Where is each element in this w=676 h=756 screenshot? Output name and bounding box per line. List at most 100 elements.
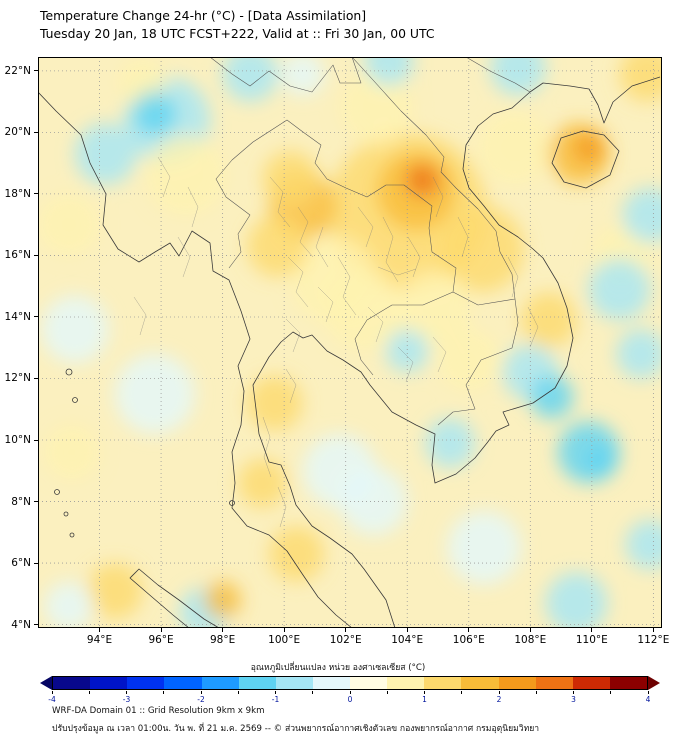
lon-tick-label: 106°E xyxy=(452,634,485,646)
lat-tick-label: 12°N xyxy=(4,372,31,385)
colorbar-tick xyxy=(498,691,500,694)
lon-tick-label: 104°E xyxy=(391,634,424,646)
colorbar-segment xyxy=(312,677,350,689)
colorbar-segment xyxy=(90,677,128,689)
lon-tick xyxy=(591,628,593,632)
lon-tick-label: 110°E xyxy=(575,634,608,646)
colorbar-title: อุณหภูมิเปลี่ยนแปลง หน่วย องศาเซลเซียส (… xyxy=(250,663,426,673)
colorbar-tick xyxy=(386,691,388,694)
lat-tick xyxy=(34,70,38,72)
coastline xyxy=(38,76,661,628)
lat-tick-label: 22°N xyxy=(4,64,31,77)
anomaly-blob xyxy=(222,57,278,102)
anomaly-blob xyxy=(204,581,242,619)
colorbar-tick-label: -3 xyxy=(122,695,131,704)
colorbar-tick xyxy=(126,691,127,694)
anomaly-blob xyxy=(545,572,608,628)
coastline-east xyxy=(252,76,661,628)
colorbar-tick-label: 3 xyxy=(571,695,576,704)
colorbar-segment xyxy=(350,677,388,689)
colorbar-right-arrow xyxy=(648,676,660,690)
colorbar-tick xyxy=(424,691,425,694)
country-borders xyxy=(209,57,531,426)
anomaly-blob xyxy=(238,458,288,508)
lat-tick xyxy=(34,439,38,441)
colorbar-gradient xyxy=(52,676,648,690)
temperature-anomaly-field xyxy=(38,57,662,628)
lon-tick-label: 100°E xyxy=(268,634,301,646)
colorbar-tick-label: 1 xyxy=(422,695,427,704)
lat-tick xyxy=(34,193,38,195)
lat-tick xyxy=(34,562,38,564)
lon-tick-label: 108°E xyxy=(514,634,547,646)
colorbar-tick-label: 0 xyxy=(347,695,353,704)
colorbar-tick xyxy=(88,691,90,694)
colorbar-tick xyxy=(573,691,574,694)
lat-tick-label: 18°N xyxy=(4,187,31,200)
province-boundaries xyxy=(133,156,539,528)
anomaly-blob xyxy=(385,329,429,373)
colorbar-tick-label: -4 xyxy=(48,695,56,704)
lat-tick-label: 6°N xyxy=(11,557,31,570)
lat-tick-label: 16°N xyxy=(4,249,31,262)
anomaly-blob xyxy=(585,446,617,477)
colorbar-segment xyxy=(164,677,202,689)
lon-tick xyxy=(468,628,470,632)
hainan-island xyxy=(551,130,620,189)
sumatra-island xyxy=(129,568,220,628)
colorbar-segment xyxy=(609,677,647,689)
colorbar-tick xyxy=(535,691,537,694)
anomaly-blob xyxy=(588,258,651,321)
anomaly-blob xyxy=(573,132,605,164)
anomaly-blob xyxy=(114,353,195,434)
lat-tick-label: 8°N xyxy=(11,495,31,508)
anomaly-blob xyxy=(74,123,137,185)
lon-tick xyxy=(345,628,347,632)
colorbar-segment xyxy=(535,677,573,689)
anomaly-blob xyxy=(41,295,109,364)
small-islands xyxy=(54,368,235,538)
colorbar-segment xyxy=(275,677,313,689)
lon-tick xyxy=(283,628,285,632)
colorbar-tick xyxy=(200,691,202,694)
anomaly-blob xyxy=(44,581,94,628)
chart-title: Temperature Change 24-hr (°C) - [Data As… xyxy=(40,8,367,23)
anomaly-blob xyxy=(490,57,546,96)
colorbar-tick xyxy=(647,691,649,694)
title-block: Temperature Change 24-hr (°C) - [Data As… xyxy=(40,7,434,43)
colorbar-tick xyxy=(163,691,165,694)
lat-tick-label: 14°N xyxy=(4,310,31,323)
anomaly-blob xyxy=(247,215,309,277)
lat-tick xyxy=(34,254,38,256)
anomaly-blob xyxy=(616,329,662,379)
lon-tick-label: 94°E xyxy=(86,634,113,646)
colorbar-left-arrow xyxy=(40,676,52,690)
anomaly-blob xyxy=(447,510,522,585)
anomaly-blob xyxy=(622,187,662,244)
anomaly-blob xyxy=(145,135,226,216)
lat-tick-label: 20°N xyxy=(4,126,31,139)
coastline-west xyxy=(38,91,353,628)
grid-lines xyxy=(38,57,662,628)
lat-tick xyxy=(34,316,38,318)
colorbar-tick xyxy=(610,691,612,694)
lat-tick xyxy=(34,501,38,503)
colorbar-tick-label: -2 xyxy=(197,695,205,704)
lon-tick xyxy=(222,628,224,632)
colorbar-segment xyxy=(461,677,499,689)
colorbar-tick-label: 4 xyxy=(645,695,651,704)
colorbar-segment xyxy=(387,677,425,689)
footer-credit: ปรับปรุงข้อมูล ณ เวลา 01:00น. วัน พ. ที่… xyxy=(52,724,540,734)
anomaly-blob xyxy=(625,520,662,570)
anomaly-blob xyxy=(87,563,143,619)
anomaly-blob xyxy=(247,375,303,431)
colorbar-segment xyxy=(201,677,239,689)
anomaly-blob xyxy=(281,57,325,96)
lon-tick-label: 96°E xyxy=(148,634,174,646)
footer-model-info: WRF-DA Domain 01 :: Grid Resolution 9km … xyxy=(52,706,265,716)
anomaly-blob xyxy=(268,526,325,582)
colorbar-tick xyxy=(237,691,239,694)
colorbar-segment xyxy=(498,677,536,689)
colorbar-tick xyxy=(312,691,314,694)
lat-tick-label: 4°N xyxy=(11,618,31,631)
